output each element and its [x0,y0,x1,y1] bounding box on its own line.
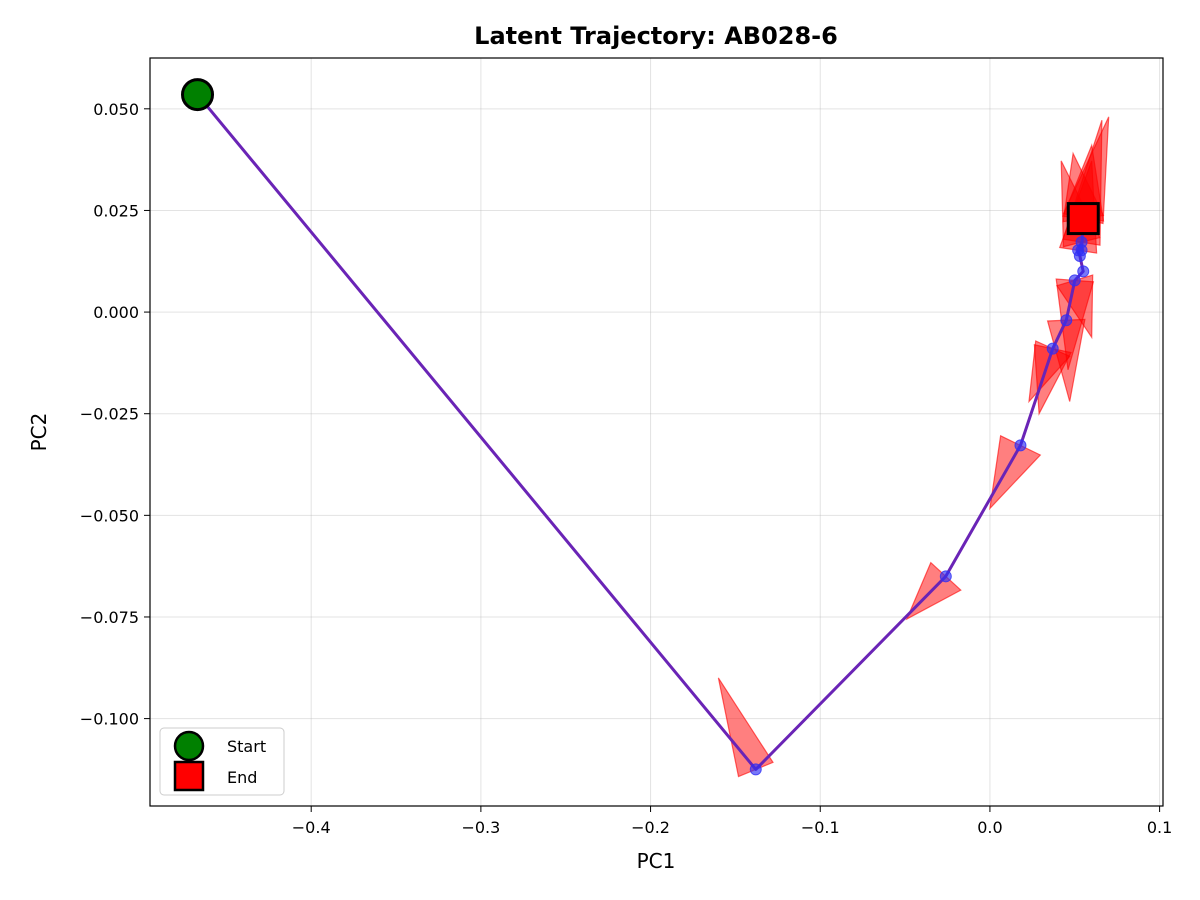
plot-frame [149,57,1164,807]
legend-end-label: End [227,768,257,787]
y-tick-label: 0.050 [93,100,139,119]
y-tick-label: −0.025 [80,405,139,424]
x-tick-label: 0.0 [977,818,1002,837]
y-tick-label: −0.100 [80,710,139,729]
trajectory-point [1046,342,1059,355]
y-axis-label: PC2 [27,413,51,452]
trajectory-point [1075,244,1088,257]
grid-lines [150,58,1163,806]
x-tick-label: −0.3 [461,818,500,837]
y-tick-label: 0.000 [93,303,139,322]
y-tick-label: −0.075 [80,608,139,627]
start-end-markers [181,78,1100,236]
trajectory-point [1060,314,1073,327]
trajectory-points [749,236,1090,776]
y-tick-label: −0.050 [80,506,139,525]
x-axis-label: PC1 [637,849,676,873]
end-marker [1066,202,1100,236]
start-marker [181,78,215,112]
trajectory-point [1077,265,1090,278]
y-tick-label: 0.025 [93,201,139,220]
x-axis-ticks: −0.4 −0.3 −0.2 −0.1 0.0 0.1 [292,806,1172,837]
legend-end-marker [173,760,205,792]
trajectory-point [1068,274,1081,287]
trajectory-point [749,763,762,776]
legend-start-marker [173,730,205,762]
x-tick-label: −0.1 [801,818,840,837]
chart-title: Latent Trajectory: AB028-6 [474,22,838,50]
trajectory-point [939,570,952,583]
legend-start-label: Start [227,737,266,756]
x-tick-label: −0.4 [292,818,331,837]
legend: Start End [159,727,285,796]
y-axis-ticks: −0.100 −0.075 −0.050 −0.025 0.000 0.025 0.050 [80,100,150,729]
trajectory-point [1014,439,1027,452]
x-tick-label: 0.1 [1147,818,1172,837]
x-tick-label: −0.2 [631,818,670,837]
